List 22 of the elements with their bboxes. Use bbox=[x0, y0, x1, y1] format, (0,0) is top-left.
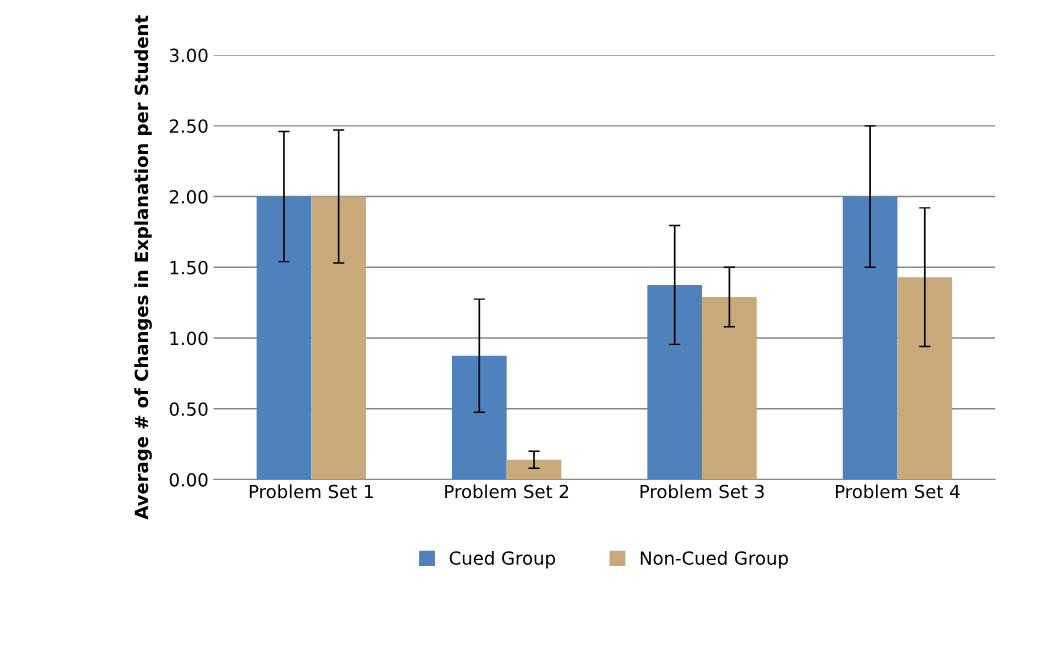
legend-label: Cued Group bbox=[449, 550, 556, 569]
y-tick-label: 2.50 bbox=[169, 119, 208, 133]
legend-label: Non-Cued Group bbox=[640, 550, 788, 569]
y-tick-label: 0.00 bbox=[169, 472, 208, 487]
bar bbox=[451, 355, 507, 480]
bar bbox=[647, 284, 703, 480]
bar bbox=[311, 196, 366, 480]
bar bbox=[897, 277, 953, 480]
bar bbox=[506, 459, 562, 480]
y-axis-title: Average # of Changes in Explanation per Student bbox=[134, 15, 152, 520]
y-tick-label: 1.00 bbox=[170, 331, 208, 346]
y-tick-label: 2.00 bbox=[169, 190, 208, 204]
x-tick-label: Problem Set 1 bbox=[249, 484, 373, 499]
y-tick-label: 1.50 bbox=[170, 260, 208, 275]
bar bbox=[256, 196, 312, 480]
x-tick-label: Problem Set 3 bbox=[640, 484, 764, 499]
bar bbox=[842, 196, 898, 480]
y-tick-label: 0.50 bbox=[169, 402, 208, 416]
x-tick-label: Problem Set 4 bbox=[835, 484, 960, 499]
bar bbox=[702, 297, 757, 480]
y-tick-label: 3.00 bbox=[169, 48, 208, 63]
x-tick-label: Problem Set 2 bbox=[445, 484, 569, 499]
